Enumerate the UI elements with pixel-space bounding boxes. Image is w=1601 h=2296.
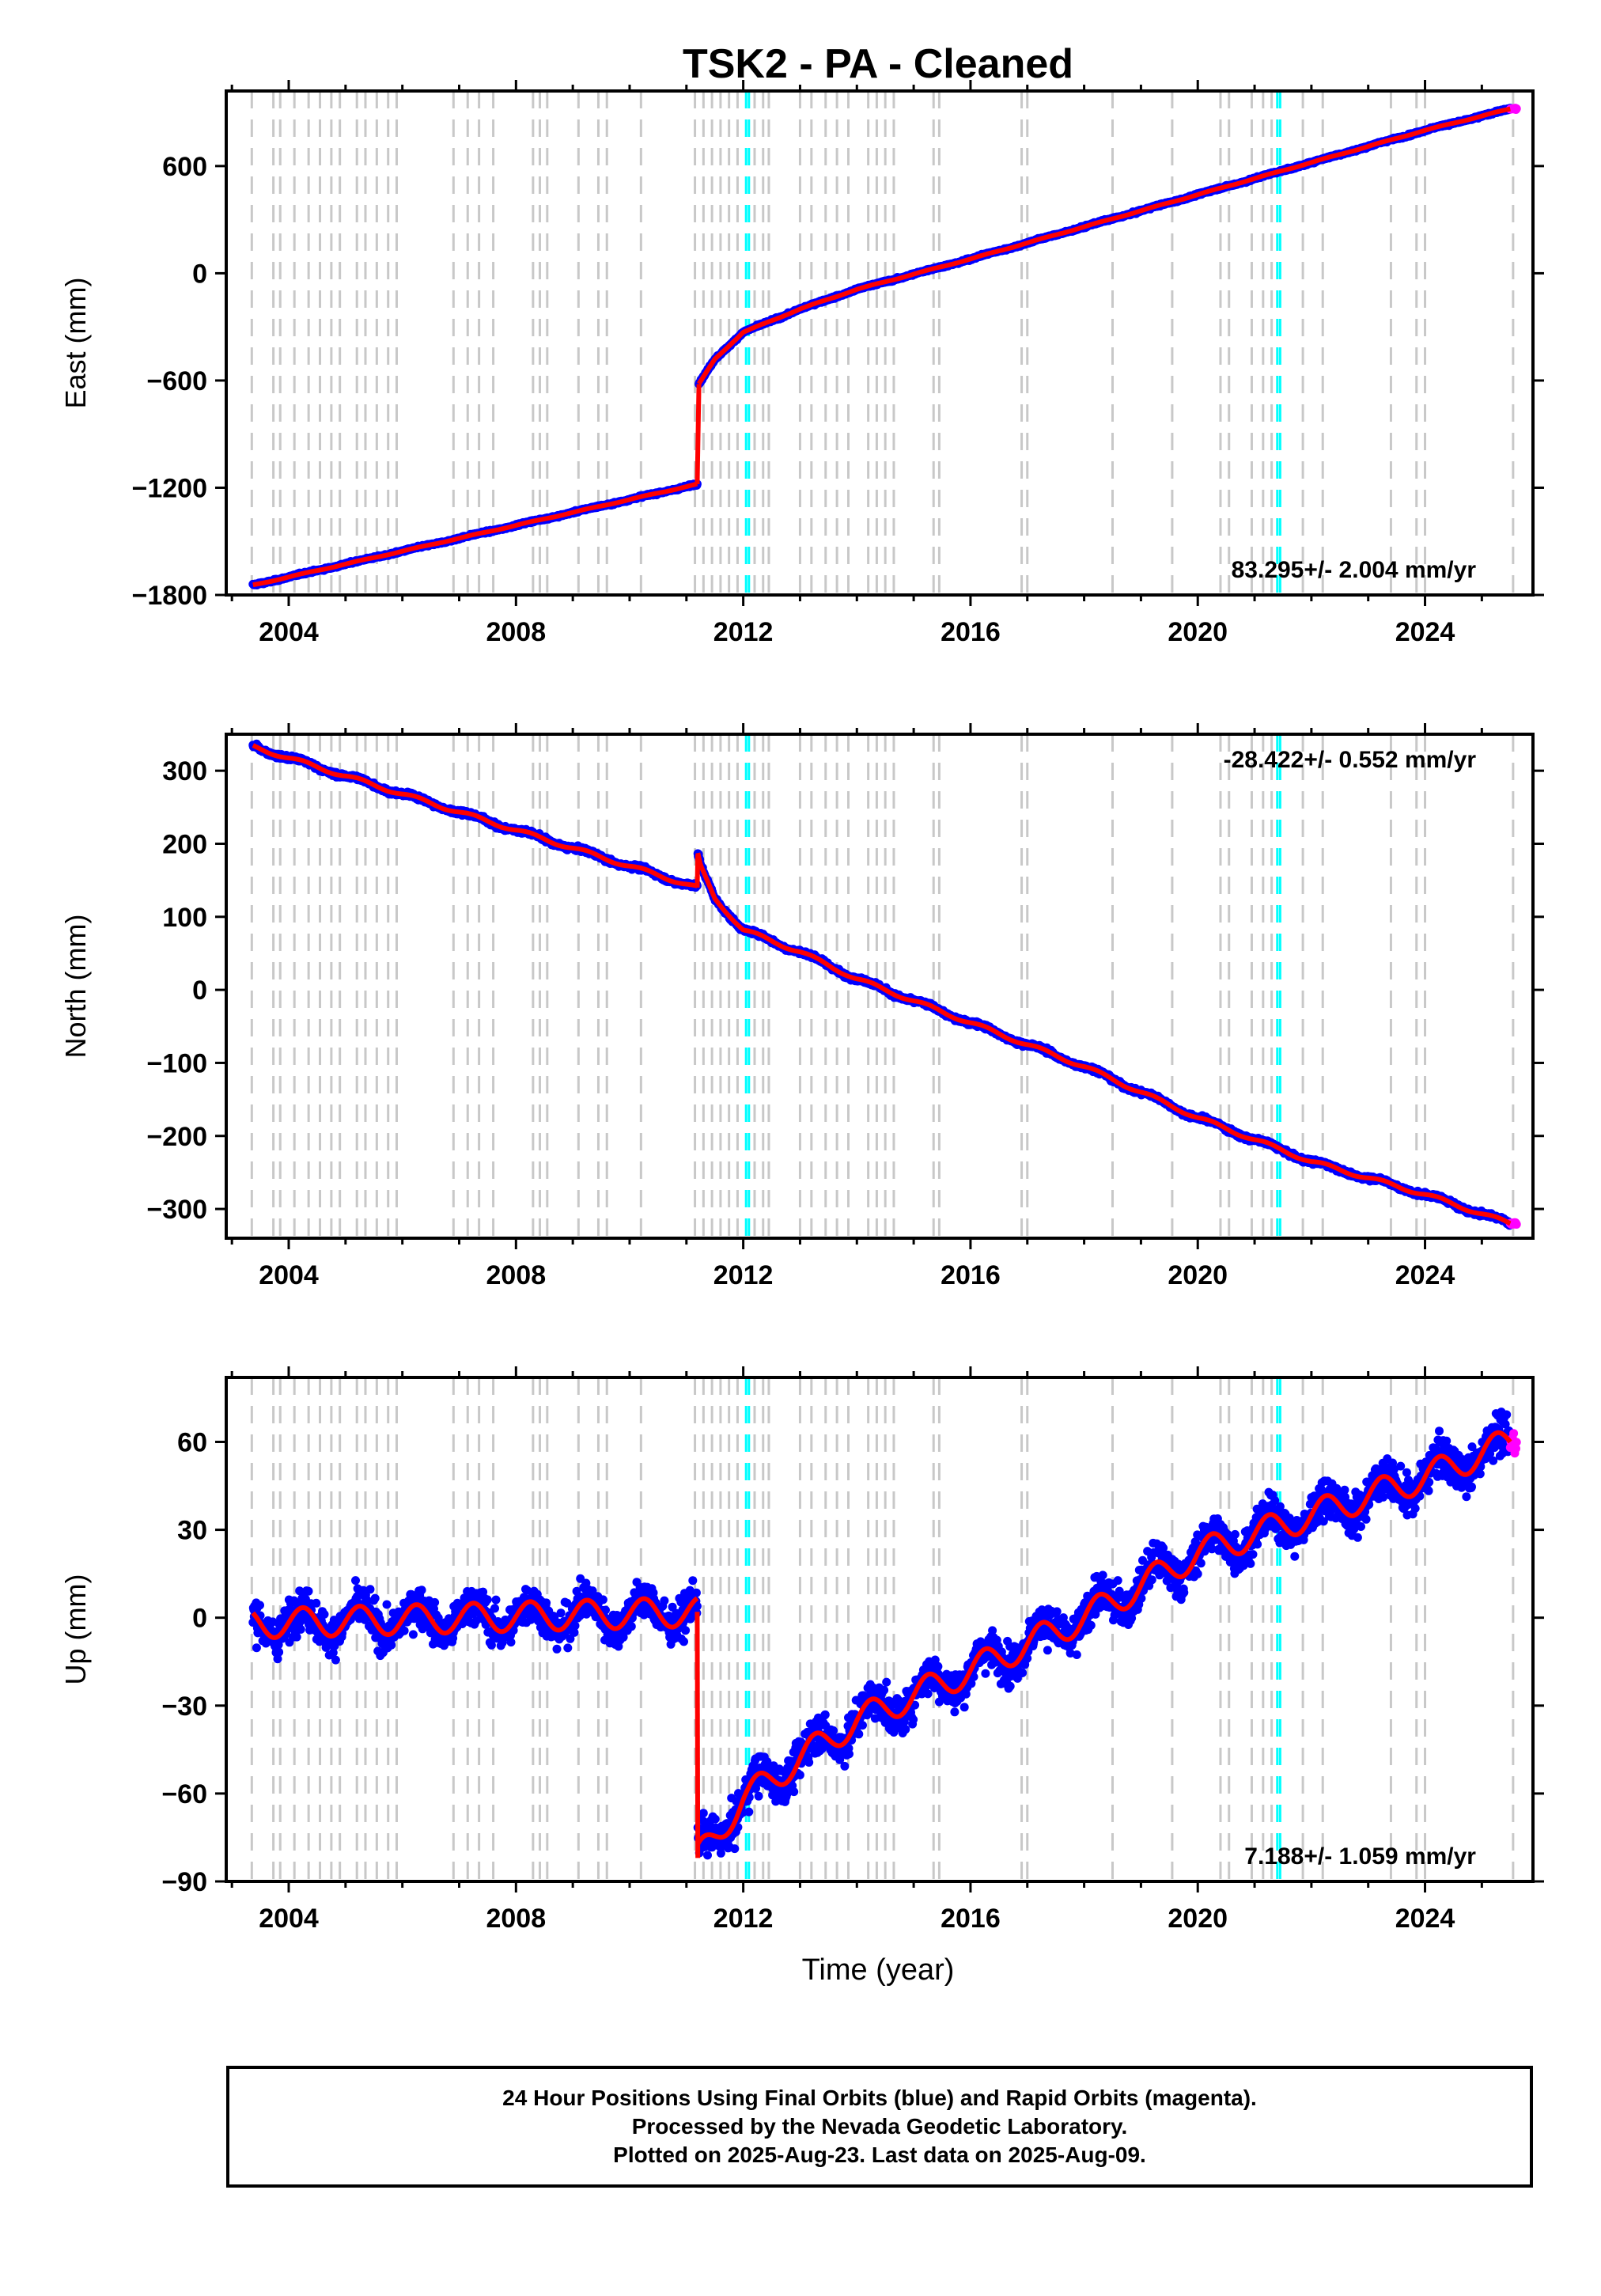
model-fit-line [252, 481, 698, 588]
y-tick-label: −1800 [132, 581, 208, 611]
east-model-fit [252, 106, 1512, 588]
x-tick-label: 2016 [941, 617, 1001, 647]
east-frame [225, 89, 1535, 597]
x-tick-label: 2004 [259, 617, 319, 647]
y-tick-label: 0 [192, 259, 207, 289]
x-tick-label: 2020 [1168, 617, 1228, 647]
y-tick-label: −1200 [132, 473, 208, 503]
x-tick-label: 2008 [486, 617, 546, 647]
rapid-orbit-point [1512, 104, 1521, 113]
x-tick-label: 2024 [1395, 617, 1455, 647]
east-y-axis-label: East (mm) [59, 278, 92, 409]
east-panel: −1800 −1200 −600 0 600 2004 2008 2012 2016 2020 20… [59, 80, 1544, 647]
east-event-lines [250, 91, 1515, 595]
offset-step-line [695, 384, 702, 485]
chart-title: TSK2 - PA - Cleaned [683, 41, 1073, 87]
y-tick-label: −600 [146, 366, 207, 396]
y-tick-label: 600 [162, 152, 207, 182]
x-tick-label: 2012 [713, 617, 774, 647]
east-rate-label: 83.295+/- 2.004 mm/yr [1232, 557, 1477, 583]
model-fit-line [697, 106, 1512, 385]
north-points [248, 739, 1521, 1230]
